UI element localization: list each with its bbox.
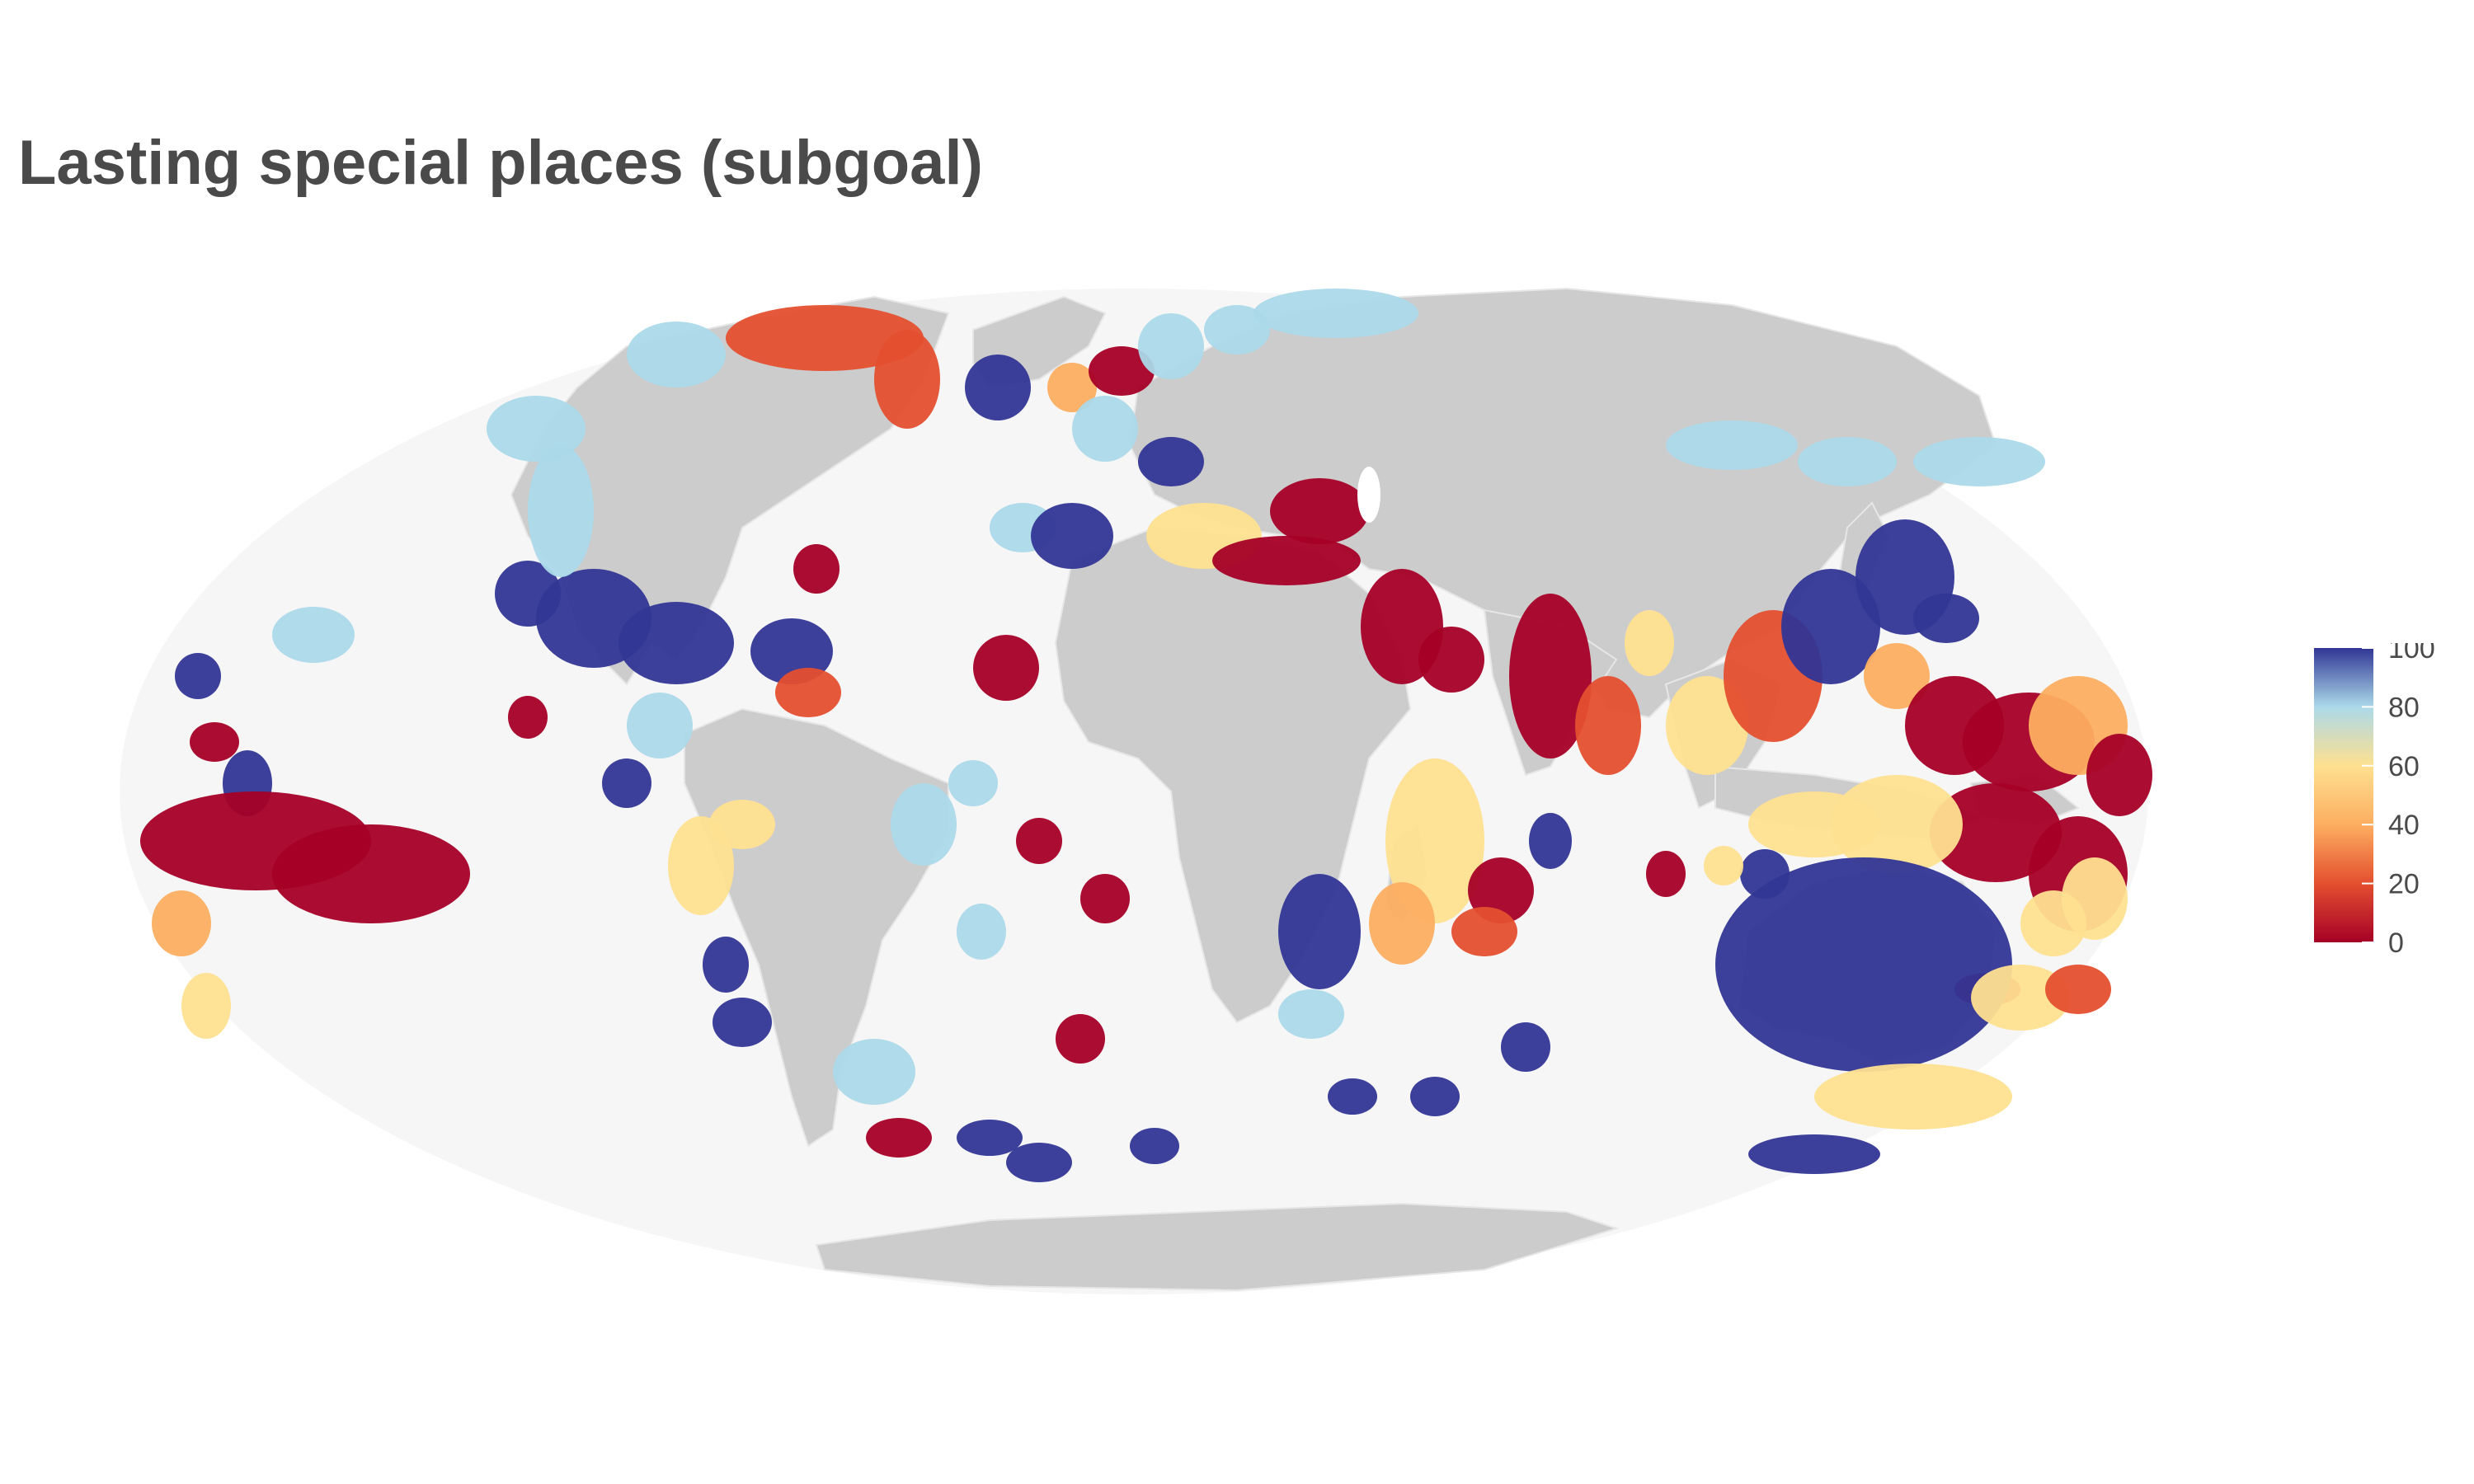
eez-region[interactable] [965, 355, 1031, 420]
eez-region[interactable] [1278, 874, 1361, 989]
color-legend: 100 80 60 40 20 0 [2314, 643, 2435, 956]
eez-region[interactable] [891, 783, 957, 866]
eez-region[interactable] [957, 904, 1006, 960]
eez-region[interactable] [957, 1120, 1023, 1156]
eez-region[interactable] [1031, 503, 1113, 569]
eez-region[interactable] [1410, 1077, 1460, 1116]
eez-region[interactable] [1047, 363, 1097, 412]
eez-region[interactable] [833, 1039, 915, 1105]
eez-region[interactable] [1831, 775, 1963, 874]
eez-region[interactable] [272, 824, 470, 923]
caspian-sea [1357, 467, 1380, 523]
eez-region[interactable] [973, 635, 1039, 701]
eez-region[interactable] [1138, 437, 1204, 486]
eez-region[interactable] [1418, 627, 1484, 693]
eez-region[interactable] [1781, 569, 1880, 684]
eez-region[interactable] [709, 800, 775, 849]
eez-region[interactable] [1253, 289, 1418, 338]
eez-region[interactable] [1814, 1064, 2012, 1129]
eez-region[interactable] [1748, 791, 1880, 857]
eez-region[interactable] [1501, 1022, 1550, 1072]
eez-region[interactable] [1138, 313, 1204, 379]
eez-region[interactable] [1913, 594, 1979, 643]
eez-region[interactable] [2045, 965, 2111, 1014]
eez-region[interactable] [1575, 676, 1641, 775]
eez-region[interactable] [1328, 1078, 1377, 1115]
eez-region[interactable] [1270, 478, 1369, 544]
legend-tick-label: 40 [2388, 810, 2420, 841]
eez-region[interactable] [508, 696, 548, 739]
eez-region[interactable] [750, 618, 833, 684]
eez-region[interactable] [713, 998, 772, 1047]
legend-tick-label: 80 [2388, 692, 2420, 723]
eez-region[interactable] [1016, 818, 1062, 864]
eez-region[interactable] [1451, 907, 1517, 956]
eez-region[interactable] [1704, 846, 1743, 885]
eez-region[interactable] [1278, 989, 1344, 1039]
eez-region[interactable] [1913, 437, 2045, 486]
eez-region[interactable] [668, 816, 734, 915]
eez-region[interactable] [793, 544, 840, 594]
eez-region[interactable] [152, 890, 211, 956]
legend-tick-label: 0 [2388, 928, 2404, 956]
eez-region[interactable] [948, 760, 998, 806]
eez-region[interactable] [1080, 874, 1130, 923]
eez-region[interactable] [602, 758, 651, 808]
eez-region[interactable] [1930, 783, 2062, 882]
eez-region[interactable] [1715, 857, 2012, 1072]
eez-region[interactable] [627, 322, 726, 387]
eez-region[interactable] [1089, 346, 1155, 396]
eez-region[interactable] [181, 973, 231, 1039]
land-antarctica[interactable] [815, 1202, 1620, 1292]
eez-region[interactable] [618, 602, 734, 684]
page-title: Lasting special places (subgoal) [18, 128, 983, 198]
eez-region[interactable] [1212, 536, 1361, 585]
eez-region[interactable] [1625, 610, 1674, 676]
eez-region[interactable] [175, 653, 221, 699]
eez-region[interactable] [1204, 305, 1270, 355]
eez-region[interactable] [874, 330, 940, 429]
eez-region[interactable] [1509, 594, 1592, 758]
eez-regions [140, 289, 2152, 1182]
eez-region[interactable] [487, 396, 586, 462]
legend-tick-label: 60 [2388, 751, 2420, 782]
eez-region[interactable] [2062, 857, 2128, 940]
eez-region[interactable] [528, 445, 594, 577]
eez-region[interactable] [1646, 851, 1686, 897]
eez-region[interactable] [726, 305, 924, 371]
eez-region[interactable] [1072, 396, 1138, 462]
eez-region[interactable] [1056, 1014, 1105, 1064]
eez-region[interactable] [627, 693, 693, 758]
eez-region[interactable] [1971, 965, 2070, 1031]
eez-region[interactable] [1748, 1134, 1880, 1174]
eez-region[interactable] [1369, 882, 1435, 965]
eez-region[interactable] [1798, 437, 1897, 486]
eez-region[interactable] [1130, 1128, 1179, 1164]
eez-region[interactable] [703, 937, 749, 993]
eez-region[interactable] [1666, 420, 1798, 470]
eez-region[interactable] [1864, 643, 1930, 709]
eez-region[interactable] [1006, 1143, 1072, 1182]
eez-region[interactable] [190, 722, 239, 762]
legend-tick-label: 100 [2388, 643, 2435, 665]
eez-region[interactable] [866, 1118, 932, 1158]
eez-region[interactable] [2086, 734, 2152, 816]
eez-region[interactable] [775, 668, 841, 717]
eez-region[interactable] [1385, 758, 1484, 923]
legend-tick-label: 20 [2388, 869, 2420, 900]
eez-region[interactable] [272, 607, 355, 663]
legend-colorbar [2314, 648, 2373, 942]
eez-region[interactable] [1529, 813, 1572, 869]
